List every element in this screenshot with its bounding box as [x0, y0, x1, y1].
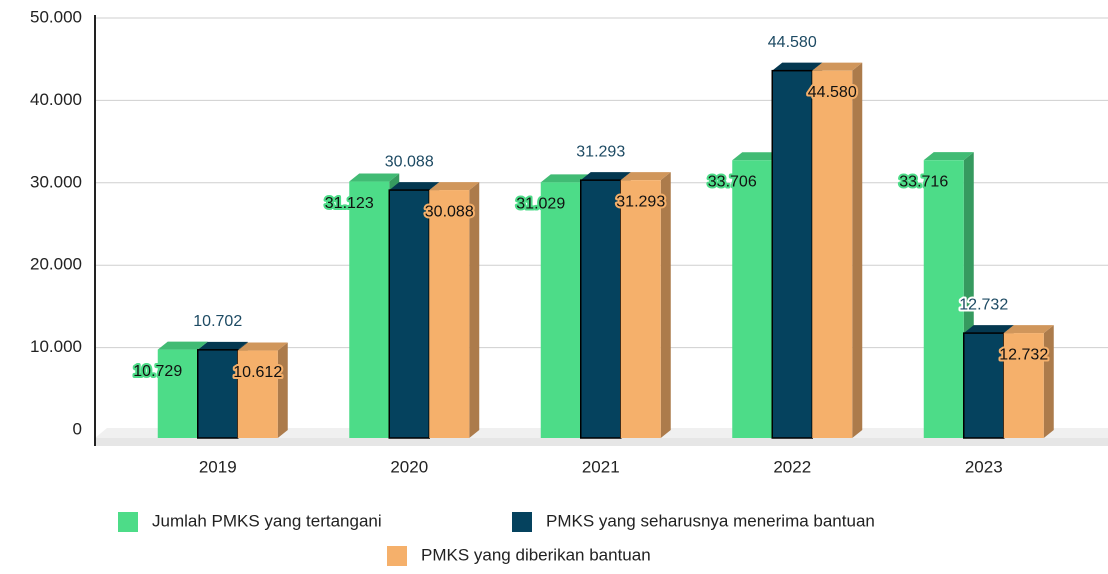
bar-top: [923, 152, 974, 161]
bar-top: [812, 62, 863, 71]
bar-top: [772, 62, 823, 71]
y-tick-label: 20.000: [30, 255, 82, 274]
data-label: 33.706: [708, 173, 757, 190]
bar-top: [620, 172, 671, 181]
bar-top: [157, 341, 208, 350]
data-label: 31.029: [516, 196, 565, 213]
bar-front: [197, 349, 239, 439]
bar-top: [237, 342, 288, 351]
bar-front: [732, 160, 773, 438]
bar-side: [469, 182, 480, 438]
data-label: 31.293: [616, 193, 665, 210]
y-tick-label: 10.000: [30, 337, 82, 356]
floor: [95, 438, 1108, 446]
bar: [237, 342, 288, 438]
bar: [812, 62, 863, 439]
x-tick-label: 2022: [773, 457, 811, 476]
bar-top: [963, 325, 1014, 334]
bar-front: [812, 70, 853, 438]
data-label: 44.580: [768, 34, 817, 51]
data-label: 12.732: [999, 346, 1048, 363]
legend-label: PMKS yang diberikan bantuan: [421, 545, 651, 564]
bar-front: [349, 181, 390, 438]
x-tick-label: 2019: [199, 457, 237, 476]
bar-front: [540, 182, 581, 438]
bar-top: [389, 182, 440, 191]
legend-swatch: [512, 512, 532, 532]
legend-swatch: [118, 512, 138, 532]
bar-front: [963, 332, 1005, 439]
data-label: 30.088: [425, 203, 474, 220]
x-tick-label: 2020: [390, 457, 428, 476]
data-label: 33.716: [899, 173, 948, 190]
bar-front: [388, 189, 430, 439]
bar-side: [852, 62, 863, 439]
bar-front: [923, 160, 964, 438]
y-tick-label: 50.000: [30, 7, 82, 26]
bar-side: [1043, 325, 1054, 438]
data-label: 10.729: [133, 363, 182, 380]
bar-top: [1003, 325, 1054, 334]
bar: [429, 182, 480, 438]
bar-top: [732, 152, 783, 161]
data-label: 12.732: [959, 296, 1008, 313]
bar: [620, 172, 671, 438]
data-label: 10.702: [193, 313, 242, 330]
bar-front: [771, 69, 813, 439]
y-tick-label: 30.000: [30, 172, 82, 191]
bar-top: [349, 173, 400, 182]
data-label: 31.293: [576, 143, 625, 160]
bar-front: [237, 350, 278, 438]
legend-label: Jumlah PMKS yang tertangani: [152, 511, 382, 530]
bar-side: [660, 172, 671, 438]
bar-top: [540, 174, 591, 183]
bar-front: [580, 179, 622, 439]
bar: [540, 174, 591, 438]
data-label: 31.123: [325, 195, 374, 212]
legend-swatch: [387, 546, 407, 566]
bar-top: [197, 341, 248, 350]
y-tick-label: 0: [73, 419, 82, 438]
data-label: 44.580: [808, 84, 857, 101]
bar-front: [157, 349, 198, 438]
bar-front: [1003, 333, 1044, 438]
data-label: 10.612: [233, 364, 282, 381]
x-tick-label: 2021: [582, 457, 620, 476]
data-label: 30.088: [385, 153, 434, 170]
x-tick-label: 2023: [965, 457, 1003, 476]
bar-front: [620, 180, 661, 438]
bar-side: [277, 342, 288, 438]
bar-top: [429, 182, 480, 191]
bar-top: [580, 172, 631, 181]
y-tick-label: 40.000: [30, 90, 82, 109]
legend-label: PMKS yang seharusnya menerima bantuan: [546, 511, 875, 530]
bar-front: [429, 190, 470, 438]
bar: [1003, 325, 1054, 438]
